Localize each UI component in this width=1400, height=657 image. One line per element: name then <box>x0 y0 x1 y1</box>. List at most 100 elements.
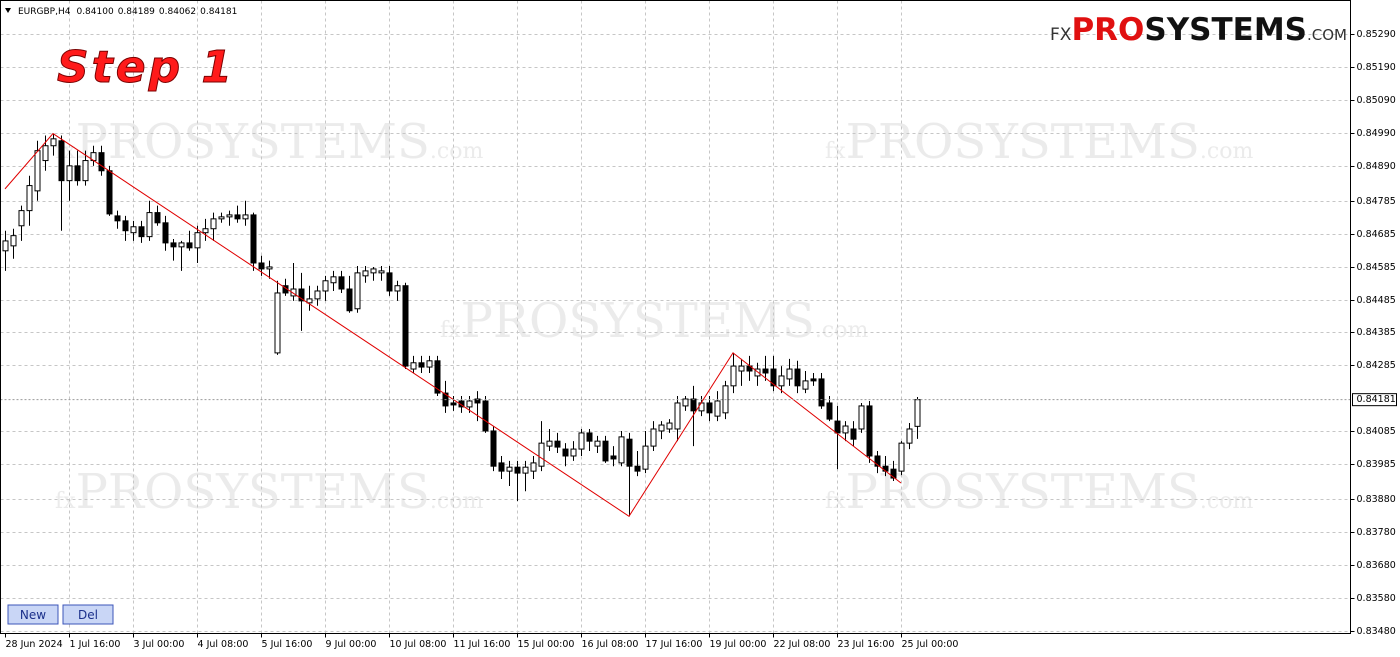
watermark: fxPROSYSTEMS.com <box>825 114 1253 170</box>
candle-body <box>274 292 281 354</box>
candle-body <box>218 216 225 220</box>
x-tick-label: 25 Jul 00:00 <box>902 639 959 650</box>
candle-body <box>778 375 785 387</box>
del-button[interactable]: Del <box>62 604 114 625</box>
watermark-com: .com <box>430 139 484 164</box>
candle-body <box>250 214 257 264</box>
candle-body <box>770 368 777 387</box>
candle-body <box>314 290 321 300</box>
candle-body <box>554 440 561 448</box>
candle-body <box>786 368 793 380</box>
candle-body <box>178 242 185 248</box>
y-tick-label: 0.83780 <box>1357 527 1396 538</box>
candle-body <box>266 266 273 270</box>
watermark-com: .com <box>430 489 484 514</box>
candle-body <box>834 420 841 434</box>
new-button[interactable]: New <box>7 604 59 625</box>
watermark-name: PROSYSTEMS <box>846 114 1200 170</box>
candle-body <box>418 362 425 368</box>
candle-body <box>434 360 441 394</box>
candle-body <box>898 442 905 472</box>
candle-body <box>890 468 897 479</box>
candle-body <box>618 436 625 464</box>
candle-body <box>2 240 9 252</box>
button-box[interactable] <box>62 604 114 625</box>
candle-body <box>458 400 465 408</box>
candle-body <box>122 220 129 232</box>
candle-body <box>186 242 193 249</box>
candle-body <box>874 455 881 467</box>
candle-body <box>626 438 633 467</box>
candle-body <box>234 214 241 220</box>
x-tick-label: 10 Jul 08:00 <box>390 639 447 650</box>
candle-body <box>194 232 201 249</box>
candle-body <box>474 398 481 404</box>
candle-body <box>514 466 521 474</box>
symbol: EURGBP,H4 <box>18 7 71 17</box>
candle-body <box>82 160 89 182</box>
y-tick-label: 0.84485 <box>1357 295 1396 306</box>
candle-body <box>306 298 313 304</box>
y-tick-label: 0.85090 <box>1357 95 1396 106</box>
candle-body <box>34 150 41 192</box>
candle-body <box>842 425 849 434</box>
candle-body <box>650 428 657 447</box>
y-tick-label: 0.84785 <box>1357 196 1396 207</box>
candle-body <box>482 400 489 432</box>
zigzag-line <box>4 132 902 517</box>
y-tick-label: 0.83480 <box>1357 626 1396 637</box>
candle-body <box>642 445 649 470</box>
candle-body <box>426 360 433 368</box>
candle-body <box>338 276 345 290</box>
candles <box>0 132 1351 517</box>
candle-body <box>914 399 921 427</box>
y-tick-label: 0.83580 <box>1357 593 1396 604</box>
candle-body <box>378 270 385 274</box>
candle-body <box>866 405 873 457</box>
candle-body <box>498 462 505 472</box>
candle-body <box>634 465 641 472</box>
x-tick-label: 9 Jul 00:00 <box>326 639 377 650</box>
watermark: fxPROSYSTEMS.com <box>440 293 868 349</box>
candle-body <box>74 165 81 182</box>
candle-body <box>66 165 73 182</box>
candle-body <box>394 285 401 292</box>
button-label[interactable]: New <box>20 608 46 622</box>
candle-body <box>466 400 473 408</box>
candle-body <box>354 272 361 310</box>
candle-body <box>610 455 617 460</box>
y-tick-label: 0.84385 <box>1357 327 1396 338</box>
step-annotation: Step 1 <box>57 42 235 93</box>
button-label[interactable]: Del <box>78 608 98 622</box>
candle-body <box>18 210 25 227</box>
x-tick-label: 19 Jul 00:00 <box>710 639 767 650</box>
y-tick-label: 0.84585 <box>1357 262 1396 273</box>
candle-body <box>114 215 121 222</box>
candle-body <box>506 466 513 472</box>
candle-body <box>162 222 169 244</box>
watermark-name: PROSYSTEMS <box>846 464 1200 520</box>
candle-body <box>586 432 593 442</box>
watermark: fxPROSYSTEMS.com <box>55 464 483 520</box>
menu-arrow[interactable] <box>5 8 11 13</box>
logo: FXPROSYSTEMS.COM <box>1050 12 1347 48</box>
button-box[interactable] <box>7 604 59 625</box>
x-tick-label: 1 Jul 16:00 <box>70 639 121 650</box>
y-tick-label: 0.85190 <box>1357 62 1396 73</box>
header: EURGBP,H4 0.84100 0.84189 0.84062 0.84181 <box>18 7 237 17</box>
candle-body <box>706 402 713 414</box>
ohlc: 0.84189 <box>118 7 155 17</box>
candle-body <box>658 424 665 432</box>
candle-body <box>330 276 337 284</box>
logo-com: .COM <box>1307 26 1347 44</box>
y-tick-label: 0.84085 <box>1357 426 1396 437</box>
candle-body <box>130 226 137 234</box>
x-tick-label: 23 Jul 16:00 <box>838 639 895 650</box>
watermark-name: PROSYSTEMS <box>76 114 430 170</box>
candle-body <box>818 378 825 407</box>
x-tick-label: 4 Jul 08:00 <box>198 639 249 650</box>
current-price-label: 0.84181 <box>1357 394 1396 405</box>
